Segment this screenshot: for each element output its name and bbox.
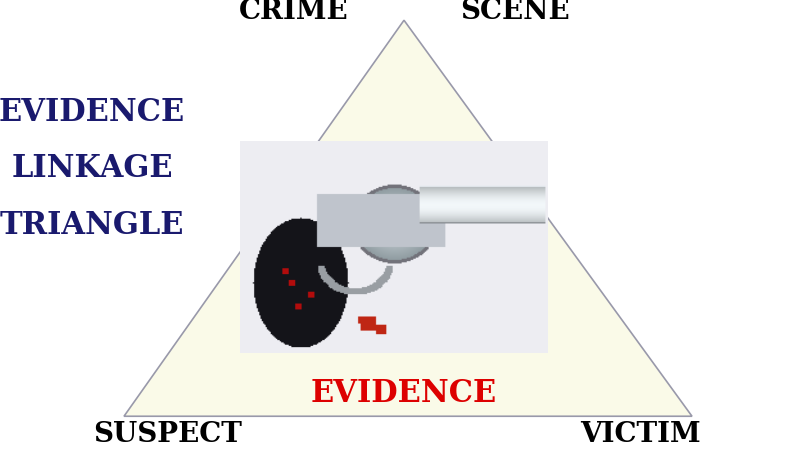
Text: EVIDENCE: EVIDENCE: [0, 97, 185, 128]
Text: CRIME: CRIME: [238, 0, 348, 25]
Text: TRIANGLE: TRIANGLE: [0, 210, 184, 240]
Text: SUSPECT: SUSPECT: [94, 421, 242, 448]
Text: EVIDENCE: EVIDENCE: [311, 378, 497, 409]
Text: LINKAGE: LINKAGE: [11, 153, 173, 184]
Text: SCENE: SCENE: [460, 0, 570, 25]
Text: VICTIM: VICTIM: [580, 421, 700, 448]
Polygon shape: [124, 20, 692, 416]
